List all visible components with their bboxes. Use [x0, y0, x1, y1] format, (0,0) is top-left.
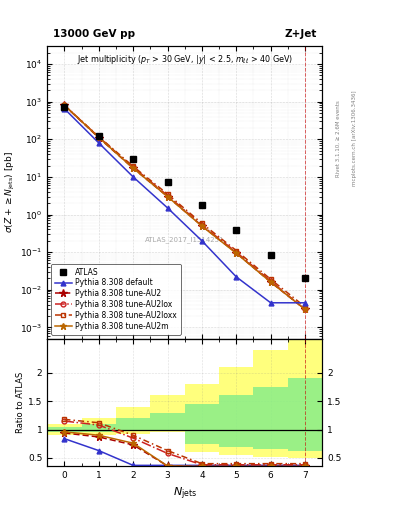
- Pythia 8.308 tune-AU2: [268, 279, 273, 285]
- ATLAS: [131, 156, 136, 162]
- Pythia 8.308 tune-AU2loxx: [131, 163, 136, 169]
- Pythia 8.308 tune-AU2m: [200, 223, 204, 229]
- Text: mcplots.cern.ch [arXiv:1306.3436]: mcplots.cern.ch [arXiv:1306.3436]: [352, 91, 357, 186]
- Line: Pythia 8.308 tune-AU2: Pythia 8.308 tune-AU2: [61, 101, 309, 313]
- Y-axis label: $\sigma(Z + \geq N_\mathrm{jets})$ [pb]: $\sigma(Z + \geq N_\mathrm{jets})$ [pb]: [4, 152, 17, 233]
- Pythia 8.308 tune-AU2lox: [200, 222, 204, 228]
- Pythia 8.308 tune-AU2m: [62, 102, 67, 109]
- Pythia 8.308 tune-AU2loxx: [303, 304, 307, 310]
- Pythia 8.308 default: [62, 105, 67, 112]
- Pythia 8.308 tune-AU2m: [96, 134, 101, 140]
- Pythia 8.308 tune-AU2m: [234, 250, 239, 257]
- Line: Pythia 8.308 tune-AU2loxx: Pythia 8.308 tune-AU2loxx: [62, 103, 307, 309]
- Text: Jet multiplicity ($p_T$ > 30 GeV, $|y|$ < 2.5, $m_{\ell\ell}$ > 40 GeV): Jet multiplicity ($p_T$ > 30 GeV, $|y|$ …: [77, 53, 293, 67]
- ATLAS: [200, 202, 204, 208]
- Pythia 8.308 tune-AU2: [303, 306, 307, 312]
- Pythia 8.308 tune-AU2: [165, 194, 170, 200]
- Pythia 8.308 default: [131, 174, 136, 180]
- Pythia 8.308 tune-AU2: [200, 223, 204, 229]
- Pythia 8.308 tune-AU2: [96, 135, 101, 141]
- Line: Pythia 8.308 tune-AU2m: Pythia 8.308 tune-AU2m: [61, 102, 308, 312]
- ATLAS: [165, 179, 170, 185]
- Pythia 8.308 tune-AU2m: [165, 194, 170, 200]
- Pythia 8.308 tune-AU2lox: [165, 193, 170, 199]
- Pythia 8.308 tune-AU2loxx: [96, 134, 101, 140]
- Line: Pythia 8.308 default: Pythia 8.308 default: [62, 106, 307, 305]
- Pythia 8.308 tune-AU2: [234, 250, 239, 256]
- Text: ATLAS_2017_I1514251: ATLAS_2017_I1514251: [145, 236, 224, 243]
- Pythia 8.308 tune-AU2m: [268, 279, 273, 285]
- Pythia 8.308 tune-AU2loxx: [234, 247, 239, 253]
- Pythia 8.308 tune-AU2loxx: [200, 220, 204, 226]
- Pythia 8.308 tune-AU2lox: [234, 249, 239, 255]
- Pythia 8.308 tune-AU2: [62, 102, 67, 109]
- Text: 13000 GeV pp: 13000 GeV pp: [53, 29, 135, 39]
- Pythia 8.308 tune-AU2: [131, 165, 136, 172]
- Pythia 8.308 default: [234, 274, 239, 280]
- Pythia 8.308 tune-AU2m: [303, 306, 307, 312]
- Pythia 8.308 tune-AU2lox: [268, 278, 273, 284]
- Pythia 8.308 tune-AU2lox: [62, 102, 67, 109]
- Line: ATLAS: ATLAS: [61, 104, 309, 282]
- Pythia 8.308 default: [200, 238, 204, 244]
- Text: Z+Jet: Z+Jet: [285, 29, 317, 39]
- ATLAS: [268, 252, 273, 258]
- Pythia 8.308 tune-AU2loxx: [165, 191, 170, 197]
- ATLAS: [96, 133, 101, 139]
- X-axis label: $N_\mathrm{jets}$: $N_\mathrm{jets}$: [173, 485, 197, 502]
- ATLAS: [303, 275, 307, 282]
- ATLAS: [234, 227, 239, 233]
- Pythia 8.308 tune-AU2lox: [303, 306, 307, 312]
- Line: Pythia 8.308 tune-AU2lox: Pythia 8.308 tune-AU2lox: [62, 103, 307, 312]
- Pythia 8.308 default: [96, 140, 101, 146]
- Pythia 8.308 tune-AU2lox: [96, 134, 101, 140]
- Pythia 8.308 tune-AU2lox: [131, 164, 136, 170]
- Y-axis label: Ratio to ATLAS: Ratio to ATLAS: [16, 372, 25, 433]
- Legend: ATLAS, Pythia 8.308 default, Pythia 8.308 tune-AU2, Pythia 8.308 tune-AU2lox, Py: ATLAS, Pythia 8.308 default, Pythia 8.30…: [51, 264, 181, 335]
- Pythia 8.308 tune-AU2loxx: [62, 102, 67, 109]
- Pythia 8.308 default: [303, 300, 307, 306]
- Text: Rivet 3.1.10, ≥ 2.6M events: Rivet 3.1.10, ≥ 2.6M events: [336, 100, 341, 177]
- Pythia 8.308 default: [165, 205, 170, 211]
- Pythia 8.308 tune-AU2loxx: [268, 276, 273, 282]
- Pythia 8.308 default: [268, 300, 273, 306]
- ATLAS: [62, 104, 67, 111]
- Pythia 8.308 tune-AU2m: [131, 165, 136, 172]
